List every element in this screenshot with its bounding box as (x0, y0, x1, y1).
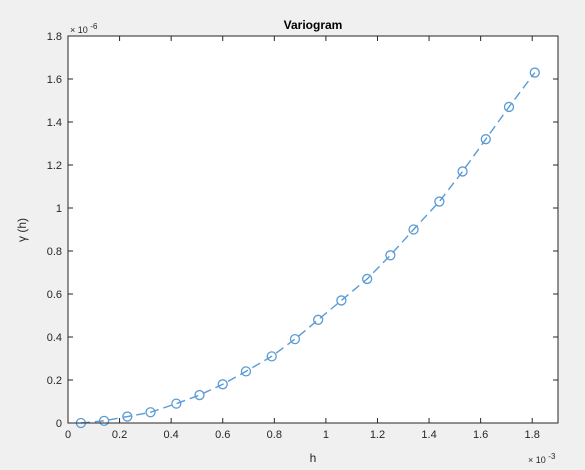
data-point-marker (145, 407, 156, 418)
chart-title: Variogram (284, 18, 343, 32)
y-tick-label: 0.8 (47, 246, 62, 258)
plot-area (68, 36, 558, 423)
x-tick-label: 1 (323, 429, 329, 441)
series-layer (75, 67, 540, 429)
x-exponent-label: × 10 -3 (528, 452, 556, 465)
data-point-marker (171, 398, 182, 409)
y-tick-label: 0.2 (47, 375, 62, 387)
x-tick-label: 0.4 (164, 429, 179, 441)
y-tick-label: 0.4 (47, 332, 62, 344)
data-point-marker (98, 415, 110, 427)
data-point-marker (289, 333, 301, 345)
y-tick-label: 1 (56, 203, 62, 215)
y-axis-label: γ (h) (15, 218, 29, 242)
data-point-marker (529, 67, 540, 78)
x-tick-label: 1.4 (421, 429, 436, 441)
data-point-marker (336, 295, 347, 306)
data-point-marker (194, 389, 205, 401)
data-point-marker (313, 314, 324, 325)
x-tick-label: 0.2 (112, 429, 127, 441)
x-tick-label: 0.8 (267, 429, 282, 441)
data-point-marker (217, 379, 228, 390)
data-point-marker (362, 273, 373, 285)
y-tick-label: 1.4 (47, 117, 62, 129)
x-axis-label: h (310, 451, 317, 465)
x-tick-label: 0.6 (215, 429, 230, 441)
y-tick-label: 1.8 (47, 31, 62, 43)
x-axis: 0 0.2 0.4 0.6 0.8 1 1.2 1.4 1.6 1.8 (65, 36, 540, 441)
data-point-marker (385, 250, 396, 261)
y-exponent-base: × 10 (70, 25, 88, 35)
data-point-marker (480, 134, 491, 145)
x-tick-label: 1.8 (525, 429, 540, 441)
x-exponent-base: × 10 (528, 455, 546, 465)
data-point-marker (266, 351, 277, 362)
y-tick-label: 1.2 (47, 160, 62, 172)
x-tick-label: 0 (65, 429, 71, 441)
y-tick-label: 0 (56, 418, 62, 430)
data-point-marker (408, 224, 419, 235)
y-tick-label: 1.6 (47, 74, 62, 86)
data-point-marker (457, 166, 468, 177)
data-point-marker (122, 411, 133, 422)
y-axis: 0 0.2 0.4 0.6 0.8 1 1.2 1.4 1.6 1.8 (47, 31, 558, 430)
data-point-marker (434, 196, 445, 207)
x-tick-label: 1.6 (473, 429, 488, 441)
x-exponent-power: -3 (548, 452, 556, 461)
y-exponent-label: × 10 -6 (70, 22, 98, 35)
data-point-marker (240, 366, 252, 377)
x-tick-label: 1.2 (370, 429, 385, 441)
y-tick-label: 0.6 (47, 289, 62, 301)
y-exponent-power: -6 (90, 22, 98, 31)
data-point-marker (503, 101, 515, 113)
plot-frame (67, 35, 559, 424)
